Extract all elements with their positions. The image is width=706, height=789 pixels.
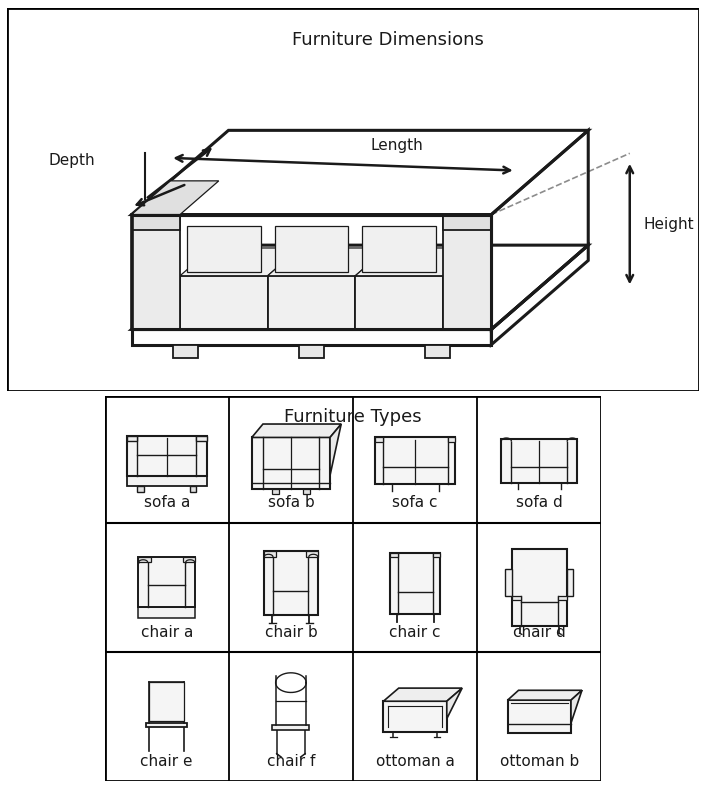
Polygon shape [443, 215, 491, 329]
Text: sofa c: sofa c [393, 495, 438, 510]
Text: ottoman b: ottoman b [500, 753, 579, 768]
Polygon shape [268, 248, 388, 276]
Polygon shape [138, 557, 195, 607]
Polygon shape [306, 552, 318, 557]
Polygon shape [355, 276, 443, 329]
Text: Furniture Types: Furniture Types [285, 409, 421, 427]
Polygon shape [272, 489, 279, 495]
Polygon shape [505, 570, 512, 596]
Polygon shape [126, 436, 207, 476]
Text: chair b: chair b [265, 625, 317, 640]
Polygon shape [355, 248, 475, 276]
Polygon shape [299, 345, 323, 358]
Polygon shape [362, 226, 436, 272]
Polygon shape [189, 486, 196, 492]
Polygon shape [263, 552, 318, 615]
Polygon shape [330, 424, 341, 476]
Polygon shape [303, 489, 310, 495]
Polygon shape [512, 549, 567, 626]
Polygon shape [501, 439, 578, 484]
Polygon shape [138, 557, 150, 563]
Text: sofa b: sofa b [268, 495, 314, 510]
Polygon shape [131, 215, 180, 329]
Polygon shape [512, 596, 521, 600]
Text: Furniture Dimensions: Furniture Dimensions [292, 31, 484, 49]
Text: chair e: chair e [140, 753, 193, 768]
Polygon shape [375, 437, 455, 484]
Polygon shape [196, 436, 207, 441]
Polygon shape [448, 437, 455, 442]
Polygon shape [268, 276, 355, 329]
Text: chair f: chair f [267, 753, 315, 768]
Polygon shape [149, 682, 184, 721]
Text: chair d: chair d [513, 625, 566, 640]
Polygon shape [138, 607, 195, 618]
Polygon shape [508, 690, 582, 700]
Text: sofa a: sofa a [143, 495, 190, 510]
Polygon shape [180, 276, 268, 329]
Polygon shape [187, 226, 261, 272]
Text: ottoman a: ottoman a [376, 753, 455, 768]
Polygon shape [383, 701, 447, 732]
Polygon shape [390, 553, 397, 557]
Polygon shape [180, 248, 299, 276]
Text: Length: Length [371, 138, 424, 153]
Text: Height: Height [644, 217, 694, 232]
Polygon shape [383, 688, 462, 701]
Polygon shape [275, 226, 348, 272]
Text: chair a: chair a [140, 625, 193, 640]
Polygon shape [558, 596, 567, 600]
Polygon shape [390, 553, 441, 614]
Polygon shape [126, 476, 207, 486]
Text: Depth: Depth [49, 153, 95, 169]
Polygon shape [447, 688, 462, 719]
Polygon shape [508, 700, 571, 733]
Polygon shape [263, 552, 276, 557]
Polygon shape [137, 486, 144, 492]
Polygon shape [146, 723, 188, 727]
Text: chair c: chair c [389, 625, 441, 640]
Polygon shape [273, 725, 309, 730]
Polygon shape [433, 553, 441, 557]
Text: sofa d: sofa d [516, 495, 563, 510]
Polygon shape [375, 437, 383, 442]
Polygon shape [252, 437, 330, 489]
Polygon shape [425, 345, 450, 358]
Polygon shape [174, 345, 198, 358]
Polygon shape [131, 215, 180, 230]
Polygon shape [131, 181, 219, 215]
Polygon shape [252, 424, 341, 437]
Polygon shape [571, 690, 582, 723]
Polygon shape [443, 215, 491, 230]
Polygon shape [567, 570, 573, 596]
Polygon shape [183, 557, 195, 563]
Polygon shape [126, 436, 137, 441]
